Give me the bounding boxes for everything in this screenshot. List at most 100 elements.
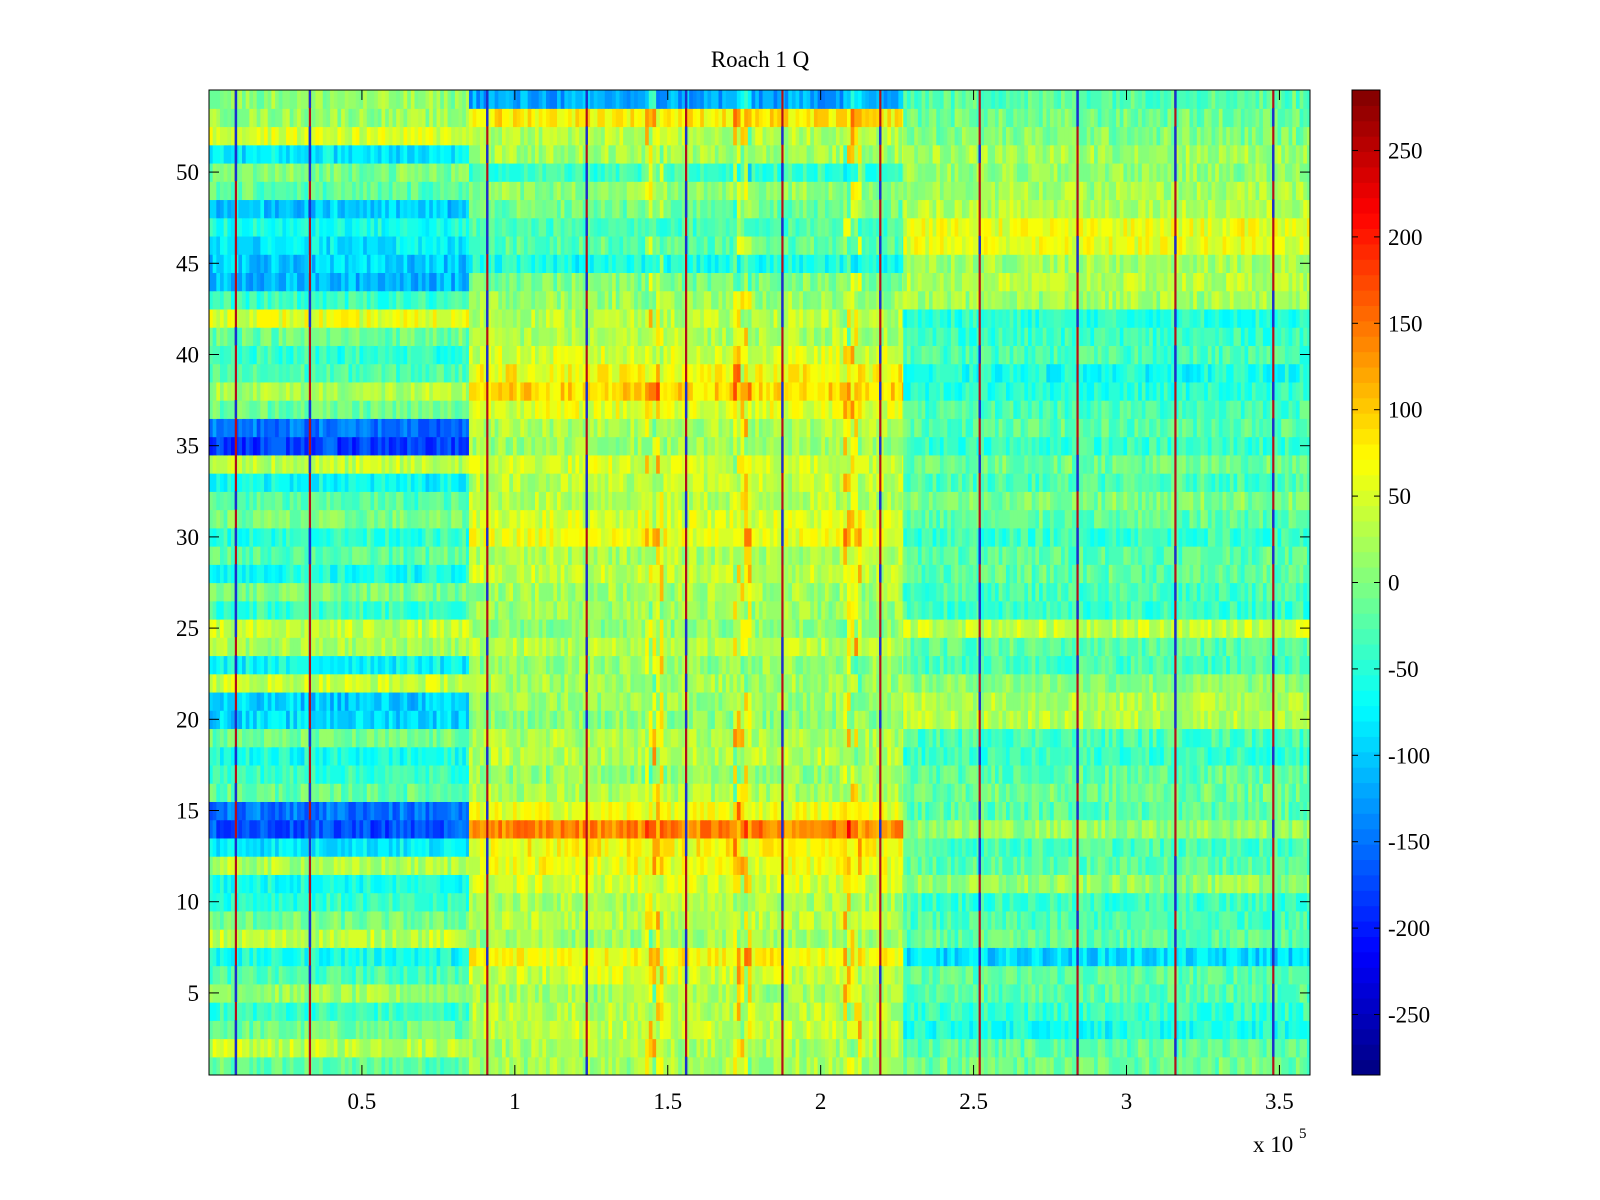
heatmap-cell	[769, 783, 775, 802]
heatmap-cell	[839, 819, 844, 839]
heatmap-cell	[1064, 837, 1069, 857]
heatmap-cell	[546, 856, 551, 875]
heatmap-cell	[969, 801, 974, 821]
heatmap-cell	[802, 965, 808, 985]
heatmap-cell	[1105, 965, 1110, 985]
heatmap-cell	[894, 929, 899, 948]
heatmap-cell	[1240, 874, 1246, 894]
heatmap-cell	[322, 856, 328, 875]
heatmap-cell	[1028, 929, 1033, 948]
heatmap-cell	[891, 819, 896, 839]
heatmap-cell	[998, 874, 1003, 894]
heatmap-cell	[663, 1056, 668, 1075]
heatmap-cell	[396, 1038, 401, 1058]
heatmap-cell	[472, 837, 477, 857]
heatmap-cell	[652, 1002, 657, 1021]
heatmap-cell	[447, 801, 452, 821]
heatmap-cell	[835, 965, 841, 985]
heatmap-cell	[1266, 783, 1271, 802]
heatmap-cell	[758, 874, 764, 894]
heatmap-cell	[509, 947, 514, 967]
heatmap-cell	[692, 892, 698, 912]
heatmap-cell	[795, 1020, 800, 1040]
heatmap-cell	[854, 892, 859, 912]
heatmap-cell	[1013, 1020, 1018, 1040]
heatmap-cell	[987, 874, 992, 894]
heatmap-cell	[1105, 892, 1110, 912]
heatmap-cell	[1046, 947, 1051, 967]
heatmap-cell	[876, 1038, 881, 1058]
heatmap-cell	[319, 801, 324, 821]
heatmap-cell	[932, 801, 937, 821]
heatmap-cell	[458, 1056, 463, 1075]
heatmap-cell	[626, 910, 632, 930]
heatmap-cell	[1167, 965, 1172, 985]
heatmap-cell	[711, 1056, 716, 1075]
heatmap-cell	[432, 929, 438, 948]
heatmap-cell	[490, 819, 496, 839]
heatmap-cell	[1097, 837, 1103, 857]
heatmap-cell	[950, 983, 956, 1003]
heatmap-cell	[337, 783, 342, 802]
heatmap-cell	[436, 783, 441, 802]
heatmap-cell	[755, 856, 760, 875]
heatmap-cell	[315, 1002, 320, 1021]
heatmap-cell	[1028, 910, 1033, 930]
heatmap-cell	[983, 819, 989, 839]
heatmap-cell	[1097, 1038, 1103, 1058]
heatmap-cell	[1156, 1056, 1161, 1075]
heatmap-cell	[928, 947, 934, 967]
heatmap-cell	[1009, 856, 1014, 875]
heatmap-cell	[832, 929, 837, 948]
heatmap-cell	[645, 947, 650, 967]
heatmap-cell	[1196, 1020, 1202, 1040]
heatmap-cell	[902, 801, 904, 821]
heatmap-cell	[729, 1002, 734, 1021]
heatmap-cell	[740, 892, 745, 912]
heatmap-cell	[1064, 1056, 1069, 1075]
heatmap-cell	[513, 983, 518, 1003]
heatmap-cell	[958, 1002, 963, 1021]
heatmap-cell	[363, 983, 368, 1003]
heatmap-cell	[1299, 929, 1304, 948]
heatmap-cell	[374, 929, 379, 948]
heatmap-cell	[965, 929, 970, 948]
heatmap-cell	[795, 910, 800, 930]
heatmap-cell	[344, 1038, 350, 1058]
heatmap-cell	[352, 819, 357, 839]
heatmap-cell	[366, 1038, 372, 1058]
heatmap-cell	[1050, 929, 1055, 948]
heatmap-cell	[238, 764, 243, 784]
heatmap-cell	[399, 1038, 405, 1058]
heatmap-cell	[1053, 910, 1058, 930]
heatmap-cell	[685, 983, 690, 1003]
heatmap-cell	[238, 819, 243, 839]
heatmap-cell	[363, 910, 368, 930]
heatmap-cell	[634, 1020, 639, 1040]
heatmap-cell	[928, 910, 934, 930]
heatmap-cell	[359, 856, 364, 875]
heatmap-cell	[1273, 819, 1279, 839]
heatmap-cell	[1009, 929, 1014, 948]
heatmap-cell	[656, 837, 661, 857]
heatmap-cell	[1097, 892, 1103, 912]
heatmap-cell	[1174, 983, 1180, 1003]
heatmap-cell	[582, 983, 587, 1003]
heatmap-cell	[954, 929, 959, 948]
heatmap-cell	[932, 1020, 937, 1040]
heatmap-cell	[703, 947, 709, 967]
heatmap-cell	[865, 1038, 870, 1058]
heatmap-cell	[370, 837, 375, 857]
heatmap-cell	[1200, 1020, 1205, 1040]
heatmap-cell	[1068, 1038, 1073, 1058]
heatmap-cell	[615, 874, 621, 894]
heatmap-cell	[535, 910, 540, 930]
heatmap-cell	[1064, 1002, 1069, 1021]
heatmap-cell	[802, 947, 808, 967]
heatmap-cell	[758, 1002, 764, 1021]
heatmap-cell	[468, 837, 474, 857]
heatmap-cell	[813, 837, 819, 857]
heatmap-cell	[645, 892, 650, 912]
heatmap-cell	[333, 856, 339, 875]
heatmap-cell	[501, 1002, 507, 1021]
